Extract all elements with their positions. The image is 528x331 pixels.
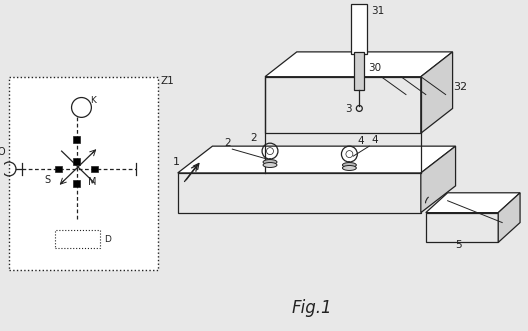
Text: 4: 4 (371, 135, 378, 145)
Bar (73, 180, 80, 187)
Text: 2: 2 (224, 138, 231, 148)
Ellipse shape (263, 163, 277, 167)
Text: D: D (105, 235, 111, 244)
Text: 30: 30 (368, 63, 381, 73)
Bar (9, 77, 158, 270)
Text: S: S (45, 175, 51, 185)
Text: 5: 5 (456, 240, 462, 250)
Text: K: K (90, 96, 96, 106)
Polygon shape (265, 52, 452, 77)
Text: 3: 3 (345, 104, 352, 115)
Text: 32: 32 (454, 81, 468, 92)
Text: 2: 2 (250, 133, 257, 143)
Text: Z1: Z1 (161, 76, 175, 86)
Bar (351, 4, 367, 54)
Bar (73, 136, 80, 143)
Ellipse shape (343, 166, 356, 170)
Polygon shape (426, 193, 520, 213)
Polygon shape (265, 77, 421, 133)
Ellipse shape (263, 160, 277, 165)
Text: O: O (0, 147, 5, 157)
Polygon shape (178, 173, 421, 213)
Text: 4: 4 (357, 136, 364, 146)
Text: 31: 31 (371, 6, 384, 16)
Polygon shape (178, 146, 456, 173)
Bar (55, 230, 100, 248)
Bar (73, 158, 80, 165)
Polygon shape (421, 146, 456, 213)
Text: Fig.1: Fig.1 (291, 299, 332, 317)
Text: 1: 1 (173, 157, 180, 167)
Polygon shape (498, 193, 520, 242)
Bar (354, 52, 364, 90)
Text: M: M (88, 177, 97, 187)
Bar (91, 166, 98, 172)
Ellipse shape (343, 163, 356, 167)
Bar (55, 166, 62, 172)
Polygon shape (426, 213, 498, 242)
Polygon shape (421, 52, 452, 133)
